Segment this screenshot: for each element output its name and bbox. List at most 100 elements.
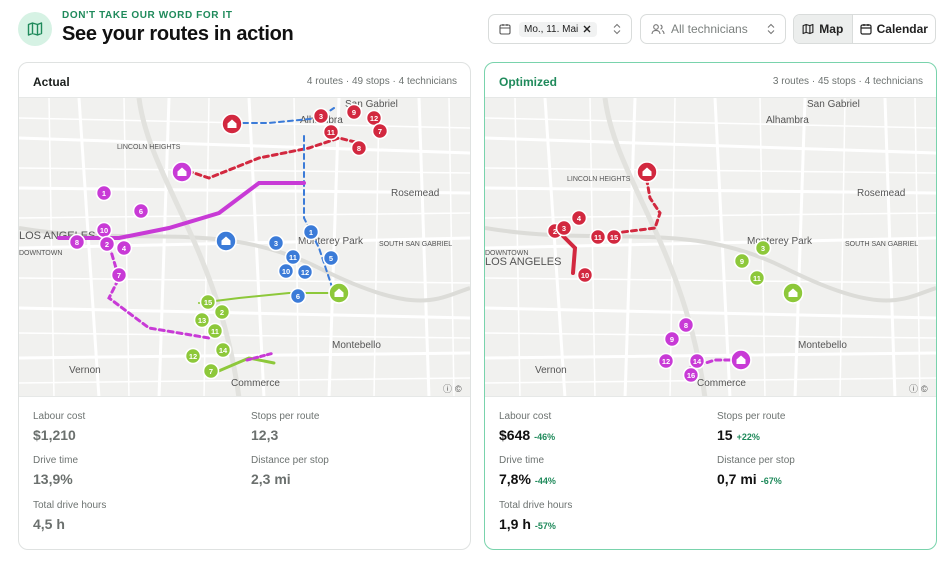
stop-marker[interactable]: 11 (748, 269, 766, 287)
stat-distance-per-stop: Distance per stop 2,3 mi (251, 455, 461, 489)
actual-map-canvas[interactable]: San Gabriel Alhambra LINCOLN HEIGHTS Ros… (19, 98, 470, 397)
label-downtown: DOWNTOWN (19, 250, 62, 257)
stop-marker[interactable]: 10 (277, 262, 295, 280)
map-attribution: ⓘ © (909, 384, 928, 394)
stop-number: 3 (761, 244, 765, 253)
stat-label: Labour cost (33, 411, 86, 422)
stop-marker[interactable]: 8 (350, 139, 368, 157)
stop-marker[interactable]: 10 (95, 221, 113, 239)
label-lincoln-heights: LINCOLN HEIGHTS (117, 144, 181, 151)
stop-number: 10 (581, 271, 589, 280)
stop-marker[interactable]: 12 (657, 352, 675, 370)
stop-marker[interactable]: 1 (95, 184, 113, 202)
optimized-map-canvas[interactable]: San Gabriel Alhambra LINCOLN HEIGHTS Ros… (485, 98, 936, 397)
stop-marker[interactable]: 12 (296, 263, 314, 281)
stat-total-drive-hours: Total drive hours 4,5 h (33, 500, 243, 534)
stop-marker[interactable]: 9 (663, 330, 681, 348)
label-monterey-park: Monterey Park (747, 236, 813, 247)
label-lincoln-heights: LINCOLN HEIGHTS (567, 176, 631, 183)
home-marker[interactable] (215, 230, 237, 252)
actual-map[interactable]: San Gabriel Alhambra LINCOLN HEIGHTS Ros… (19, 97, 470, 397)
stop-marker[interactable]: 8 (68, 233, 86, 251)
stop-marker[interactable]: 11 (589, 228, 607, 246)
stat-label: Distance per stop (717, 455, 795, 466)
stop-marker[interactable]: 15 (605, 228, 623, 246)
stop-number: 13 (198, 316, 206, 325)
home-marker[interactable] (171, 161, 193, 183)
stop-marker[interactable]: 2 (213, 303, 231, 321)
stop-marker[interactable]: 9 (733, 252, 751, 270)
map-labels: San Gabriel Alhambra LINCOLN HEIGHTS Ros… (485, 99, 918, 389)
stop-marker[interactable]: 6 (132, 202, 150, 220)
stop-number: 3 (274, 239, 278, 248)
home-marker[interactable] (328, 282, 350, 304)
home-marker[interactable] (730, 349, 752, 371)
stop-marker[interactable]: 10 (576, 266, 594, 284)
stop-marker[interactable]: 7 (202, 362, 220, 380)
label-south-san-gabriel: SOUTH SAN GABRIEL (379, 241, 452, 248)
stop-marker[interactable]: 3 (267, 234, 285, 252)
stop-marker[interactable]: 6 (289, 287, 307, 305)
stat-total-drive-hours: Total drive hours 1,9 h -57% (499, 500, 709, 534)
info-icon: ⓘ (909, 384, 918, 394)
stop-number: 3 (319, 112, 323, 121)
clear-icon[interactable] (582, 24, 592, 34)
home-marker[interactable] (221, 113, 243, 135)
stop-number: 9 (740, 257, 744, 266)
stop-marker[interactable]: 14 (688, 352, 706, 370)
stop-number: 5 (329, 254, 333, 263)
stop-marker[interactable]: 12 (184, 347, 202, 365)
stop-marker[interactable]: 11 (284, 248, 302, 266)
calendar-view-label: Calendar (876, 22, 928, 36)
stat-value: 13,9% (33, 471, 73, 487)
stat-distance-per-stop: Distance per stop 0,7 mi -67% (717, 455, 927, 489)
stat-delta: -57% (534, 521, 556, 531)
stat-drive-time: Drive time 7,8% -44% (499, 455, 709, 489)
stop-marker[interactable]: 7 (110, 266, 128, 284)
stop-number: 15 (610, 233, 618, 242)
label-monterey-park: Monterey Park (298, 236, 364, 247)
stop-marker[interactable]: 9 (345, 103, 363, 121)
label-san-gabriel: San Gabriel (807, 99, 860, 110)
stop-marker[interactable]: 15 (199, 293, 217, 311)
stop-marker[interactable]: 11 (206, 322, 224, 340)
stop-marker[interactable]: 3 (754, 239, 772, 257)
stop-marker[interactable]: 13 (193, 311, 211, 329)
stop-marker[interactable]: 4 (115, 239, 133, 257)
stop-marker[interactable]: 11 (322, 123, 340, 141)
home-icon (334, 288, 344, 297)
stop-marker[interactable]: 1 (302, 223, 320, 241)
calendar-icon (499, 24, 511, 35)
stop-marker[interactable]: 2 (98, 235, 116, 253)
label-san-gabriel: San Gabriel (345, 99, 398, 110)
calendar-view-button[interactable]: Calendar (851, 15, 935, 43)
users-icon (651, 24, 665, 35)
map-view-button[interactable]: Map (794, 15, 852, 43)
stop-marker[interactable]: 4 (570, 209, 588, 227)
calendar-icon (860, 24, 872, 35)
home-marker[interactable] (782, 282, 804, 304)
map-view-label: Map (819, 22, 844, 36)
label-commerce: Commerce (231, 378, 280, 389)
label-vernon: Vernon (69, 365, 101, 376)
date-chip[interactable]: Mo., 11. Mai (519, 21, 598, 37)
copyright-icon: © (455, 384, 462, 394)
stat-drive-time: Drive time 13,9% (33, 455, 243, 489)
home-icon (177, 167, 187, 176)
stop-marker[interactable]: 16 (682, 366, 700, 384)
stop-marker[interactable]: 3 (555, 219, 573, 237)
stop-marker[interactable]: 8 (677, 316, 695, 334)
stop-number: 7 (378, 127, 382, 136)
technicians-select[interactable]: All technicians (640, 14, 786, 44)
stop-marker[interactable]: 5 (322, 249, 340, 267)
stop-marker[interactable]: 14 (214, 341, 232, 359)
stop-number: 9 (670, 335, 674, 344)
stop-number: 7 (209, 367, 213, 376)
optimized-map[interactable]: San Gabriel Alhambra LINCOLN HEIGHTS Ros… (485, 97, 936, 397)
date-picker[interactable]: Mo., 11. Mai (488, 14, 632, 44)
home-icon (736, 355, 746, 364)
stat-value: 15 (717, 427, 733, 443)
stop-marker[interactable]: 3 (312, 107, 330, 125)
stop-marker[interactable]: 7 (371, 122, 389, 140)
home-marker[interactable] (636, 161, 658, 183)
